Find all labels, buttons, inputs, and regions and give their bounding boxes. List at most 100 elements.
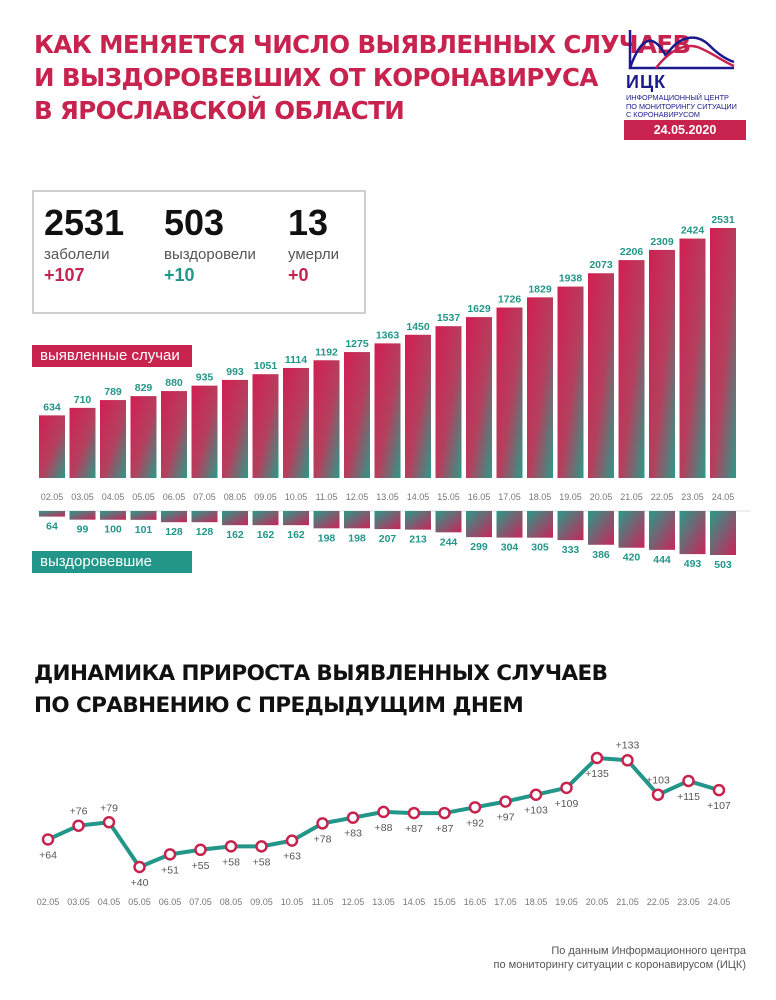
line-date-tick-label: 19.05: [555, 897, 578, 907]
logo-description: ИНФОРМАЦИОННЫЙ ЦЕНТР ПО МОНИТОРИНГУ СИТУ…: [626, 93, 744, 120]
recovered-bar: [679, 511, 706, 555]
stat-cases: 2531 заболели +107: [44, 202, 124, 286]
increase-point: [682, 774, 695, 788]
line-date-tick-label: 21.05: [616, 897, 639, 907]
increase-value-label: +83: [344, 828, 362, 840]
recovered-value-label: 128: [196, 526, 214, 538]
stat-cases-label: заболели: [44, 246, 110, 263]
recovered-bar: [618, 511, 645, 548]
case-value-label: 710: [74, 394, 92, 406]
recovered-value-label: 101: [135, 524, 153, 536]
stat-deaths-delta: +0: [288, 265, 309, 285]
increase-value-label: +109: [555, 798, 579, 810]
date-tick-label: 04.05: [102, 492, 125, 502]
recovered-bar: [222, 511, 248, 526]
page-title: КАК МЕНЯЕТСЯ ЧИСЛО ВЫЯВЛЕННЫХ СЛУЧАЕВ И …: [34, 28, 691, 127]
date-tick-label: 21.05: [620, 492, 643, 502]
case-bar: [618, 260, 645, 478]
increase-point: [72, 819, 85, 832]
recovered-value-label: 64: [46, 521, 58, 533]
increase-point: [468, 801, 482, 814]
line-date-tick-label: 04.05: [98, 897, 121, 907]
case-value-label: 1051: [254, 360, 278, 372]
case-bar: [100, 400, 126, 478]
recovered-bar: [39, 511, 65, 517]
recovered-bar: [100, 511, 126, 520]
recovered-bar: [313, 511, 340, 529]
date-tick-label: 20.05: [590, 492, 613, 502]
increase-value-label: +88: [375, 822, 393, 834]
case-value-label: 2424: [681, 225, 705, 237]
case-bar: [405, 334, 431, 478]
case-value-label: 829: [135, 382, 153, 394]
case-value-label: 1450: [406, 321, 430, 333]
date-tick-label: 08.05: [224, 492, 247, 502]
case-bar: [313, 360, 340, 478]
increase-point: [377, 805, 390, 819]
recovered-value-label: 207: [379, 533, 397, 545]
stat-cases-delta: +107: [44, 265, 85, 285]
case-bar: [466, 317, 492, 478]
recovered-bar: [130, 511, 157, 520]
increase-value-label: +103: [524, 805, 548, 817]
line-date-tick-label: 20.05: [586, 897, 609, 907]
stat-recovered-delta: +10: [164, 265, 195, 285]
recovered-bar: [252, 511, 279, 526]
line-date-tick-label: 08.05: [220, 897, 243, 907]
line-date-tick-label: 24.05: [708, 897, 731, 907]
case-value-label: 1363: [376, 329, 400, 341]
increase-point: [133, 860, 146, 874]
case-value-label: 789: [104, 386, 122, 398]
increase-point: [499, 795, 512, 808]
stat-recovered-label: выздоровели: [164, 246, 256, 263]
recovered-value-label: 198: [348, 532, 366, 544]
recovered-value-label: 420: [623, 552, 641, 564]
increase-value-label: +115: [677, 791, 700, 803]
line-date-tick-label: 06.05: [159, 897, 182, 907]
increase-point: [560, 781, 573, 795]
source-footnote: По данным Информационного центра по мони…: [494, 944, 746, 972]
case-bar: [130, 396, 157, 478]
line-date-tick-label: 12.05: [342, 897, 365, 907]
line-date-tick-label: 11.05: [312, 897, 334, 907]
line-date-tick-label: 14.05: [403, 897, 426, 907]
case-bar: [191, 385, 218, 478]
recovered-value-label: 198: [318, 532, 336, 544]
recovered-bar: [344, 511, 370, 529]
increase-point: [255, 840, 268, 853]
line-date-tick-label: 16.05: [464, 897, 487, 907]
line-date-tick-label: 17.05: [494, 897, 517, 907]
recovered-bar: [374, 511, 401, 530]
subtitle-line-1: ДИНАМИКА ПРИРОСТА ВЫЯВЛЕННЫХ СЛУЧАЕВ: [34, 661, 608, 686]
case-bar: [679, 238, 706, 478]
date-tick-label: 09.05: [254, 492, 277, 502]
recovered-bar: [466, 511, 492, 538]
recovered-value-label: 213: [409, 534, 427, 546]
recovered-bar: [649, 511, 675, 550]
title-line-3: В ЯРОСЛАВСКОЙ ОБЛАСТИ: [34, 96, 405, 125]
logo-desc-line-3: С КОРОНАВИРУСОМ: [626, 110, 700, 120]
date-tick-label: 17.05: [498, 492, 521, 502]
case-bar: [69, 407, 96, 478]
cases-recovered-bar-chart: 634 02.05 64 710 03.05 99 789 04.05 100 829 05.05 1…: [37, 214, 750, 571]
line-date-tick-label: 10.05: [281, 897, 304, 907]
recovered-bar: [283, 511, 309, 526]
increase-point: [407, 806, 421, 820]
case-value-label: 2073: [589, 259, 613, 271]
date-tick-label: 12.05: [346, 492, 369, 502]
case-bar: [252, 374, 279, 478]
case-value-label: 2531: [711, 214, 735, 226]
increase-value-label: +107: [707, 800, 731, 812]
increase-value-label: +135: [585, 768, 609, 780]
increase-point: [590, 751, 604, 765]
increase-value-label: +40: [131, 877, 149, 889]
date-tick-label: 10.05: [285, 492, 308, 502]
case-value-label: 1629: [467, 303, 491, 315]
recovered-value-label: 99: [77, 524, 89, 536]
case-bar: [283, 367, 309, 478]
recovered-value-label: 162: [226, 529, 244, 541]
footnote-line-2: по мониторингу ситуации с коронавирусом …: [493, 959, 746, 971]
cases-label-pill: выявленные случаи: [32, 345, 192, 367]
line-date-tick-label: 22.05: [647, 897, 670, 907]
case-bar: [588, 273, 614, 478]
